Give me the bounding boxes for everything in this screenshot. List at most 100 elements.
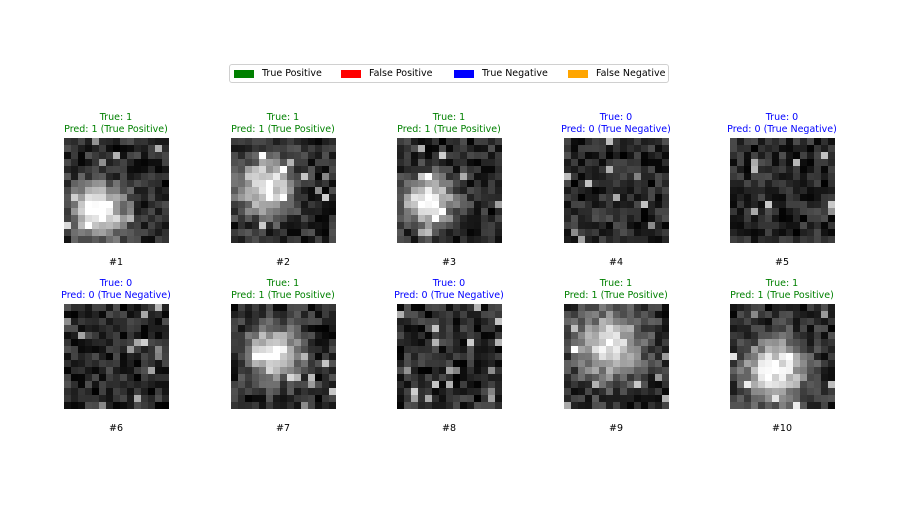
pixel: [432, 229, 439, 236]
pixel: [329, 208, 336, 215]
pixel: [800, 159, 807, 166]
pixel: [404, 395, 411, 402]
pixel: [655, 215, 662, 222]
pixel: [585, 208, 592, 215]
pixel: [737, 339, 744, 346]
pixel: [397, 159, 404, 166]
pixel: [641, 332, 648, 339]
pixel: [439, 166, 446, 173]
pixel: [106, 159, 113, 166]
pixel: [141, 222, 148, 229]
pixel: [779, 388, 786, 395]
pixel: [662, 173, 669, 180]
pixel: [488, 381, 495, 388]
pixel: [148, 180, 155, 187]
pixel: [315, 201, 322, 208]
pixel: [620, 353, 627, 360]
pixel: [488, 318, 495, 325]
pixel: [329, 145, 336, 152]
pixel: [425, 166, 432, 173]
pixel: [578, 367, 585, 374]
pixel: [322, 402, 329, 409]
pixel: [308, 159, 315, 166]
pixel: [315, 374, 322, 381]
pixel: [245, 388, 252, 395]
pixel: [85, 311, 92, 318]
pixel: [301, 159, 308, 166]
pixel: [730, 325, 737, 332]
pixel: [322, 388, 329, 395]
pixel: [432, 145, 439, 152]
pixel: [793, 194, 800, 201]
pixel: [779, 145, 786, 152]
pixel: [641, 318, 648, 325]
pixel: [64, 138, 71, 145]
pixel: [322, 374, 329, 381]
panel-true-label: True: 0: [99, 278, 133, 289]
pixel: [606, 145, 613, 152]
pixel: [744, 402, 751, 409]
pixel: [148, 236, 155, 243]
pixel: [800, 180, 807, 187]
pixel: [592, 325, 599, 332]
pixel: [641, 152, 648, 159]
pixel: [99, 339, 106, 346]
pixel: [155, 173, 162, 180]
pixel: [460, 215, 467, 222]
pixel: [411, 138, 418, 145]
pixel: [627, 222, 634, 229]
pixel: [127, 304, 134, 311]
pixel: [800, 152, 807, 159]
pixel: [585, 194, 592, 201]
pixel: [772, 353, 779, 360]
pixel: [793, 374, 800, 381]
pixel: [238, 194, 245, 201]
pixel: [99, 311, 106, 318]
pixel: [800, 374, 807, 381]
pixel: [432, 304, 439, 311]
pixel: [606, 166, 613, 173]
pixel: [280, 360, 287, 367]
pixel: [467, 215, 474, 222]
pixel: [99, 367, 106, 374]
pixel: [814, 318, 821, 325]
pixel: [155, 332, 162, 339]
pixel: [280, 194, 287, 201]
pixel: [397, 145, 404, 152]
pixel: [488, 402, 495, 409]
pixel: [439, 138, 446, 145]
pixel: [620, 311, 627, 318]
pixel: [779, 194, 786, 201]
pixel: [162, 208, 169, 215]
panel-index-label: #1: [108, 257, 123, 268]
pixel: [737, 159, 744, 166]
pixel: [648, 353, 655, 360]
pixel: [481, 152, 488, 159]
pixel: [162, 194, 169, 201]
pixel: [779, 159, 786, 166]
pixel: [301, 339, 308, 346]
pixel: [106, 388, 113, 395]
pixel: [460, 145, 467, 152]
pixel: [85, 159, 92, 166]
pixel: [127, 159, 134, 166]
pixel: [737, 138, 744, 145]
pixel: [315, 304, 322, 311]
pixel: [467, 318, 474, 325]
pixel: [280, 374, 287, 381]
pixel: [613, 159, 620, 166]
pixel: [814, 374, 821, 381]
pixel: [828, 229, 835, 236]
pixel: [71, 360, 78, 367]
pixel: [446, 215, 453, 222]
pixel: [425, 325, 432, 332]
pixel: [599, 173, 606, 180]
pixel: [814, 145, 821, 152]
pixel: [786, 138, 793, 145]
pixel: [599, 367, 606, 374]
pixel: [641, 201, 648, 208]
pixel: [765, 353, 772, 360]
pixel: [737, 374, 744, 381]
pixel: [78, 215, 85, 222]
pixel: [252, 346, 259, 353]
